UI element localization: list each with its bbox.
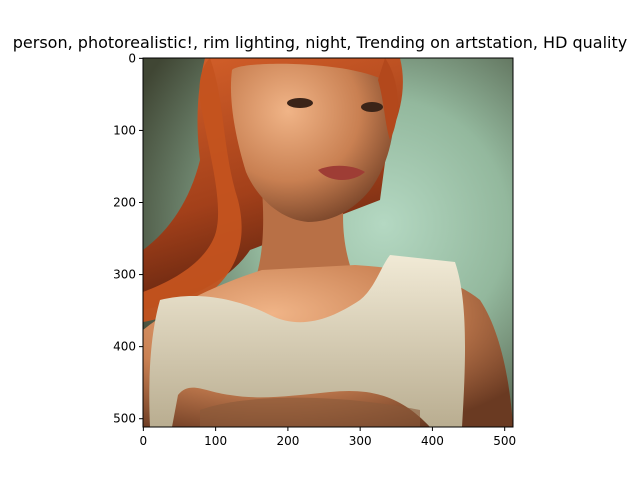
chest-shadow	[200, 397, 420, 427]
y-tick-label: 100	[113, 123, 136, 137]
y-tick-label: 300	[113, 268, 136, 282]
x-tick-label: 200	[276, 434, 299, 448]
x-tick-label: 300	[349, 434, 372, 448]
lips	[318, 165, 365, 180]
face	[230, 63, 395, 222]
x-tick-label: 400	[421, 434, 444, 448]
x-tick-label: 100	[204, 434, 227, 448]
x-tick-label: 0	[140, 434, 148, 448]
y-tick-label: 200	[113, 196, 136, 210]
white-top	[149, 255, 466, 427]
y-tick-label: 400	[113, 340, 136, 354]
y-tick-label: 0	[128, 51, 136, 65]
y-axis: 0 100 200 300 400 500	[113, 51, 143, 426]
axes-frame	[142, 57, 514, 428]
portrait-image	[143, 58, 513, 427]
figure-title: person, photorealistic!, rim lighting, n…	[13, 33, 627, 52]
y-tick-label: 500	[113, 412, 136, 426]
hair-right	[378, 58, 398, 140]
x-axis: 0 100 200 300 400 500	[140, 427, 516, 448]
left-eye	[287, 98, 313, 108]
x-tick-label: 500	[493, 434, 516, 448]
right-eye	[361, 102, 383, 112]
hair-front	[143, 58, 242, 322]
